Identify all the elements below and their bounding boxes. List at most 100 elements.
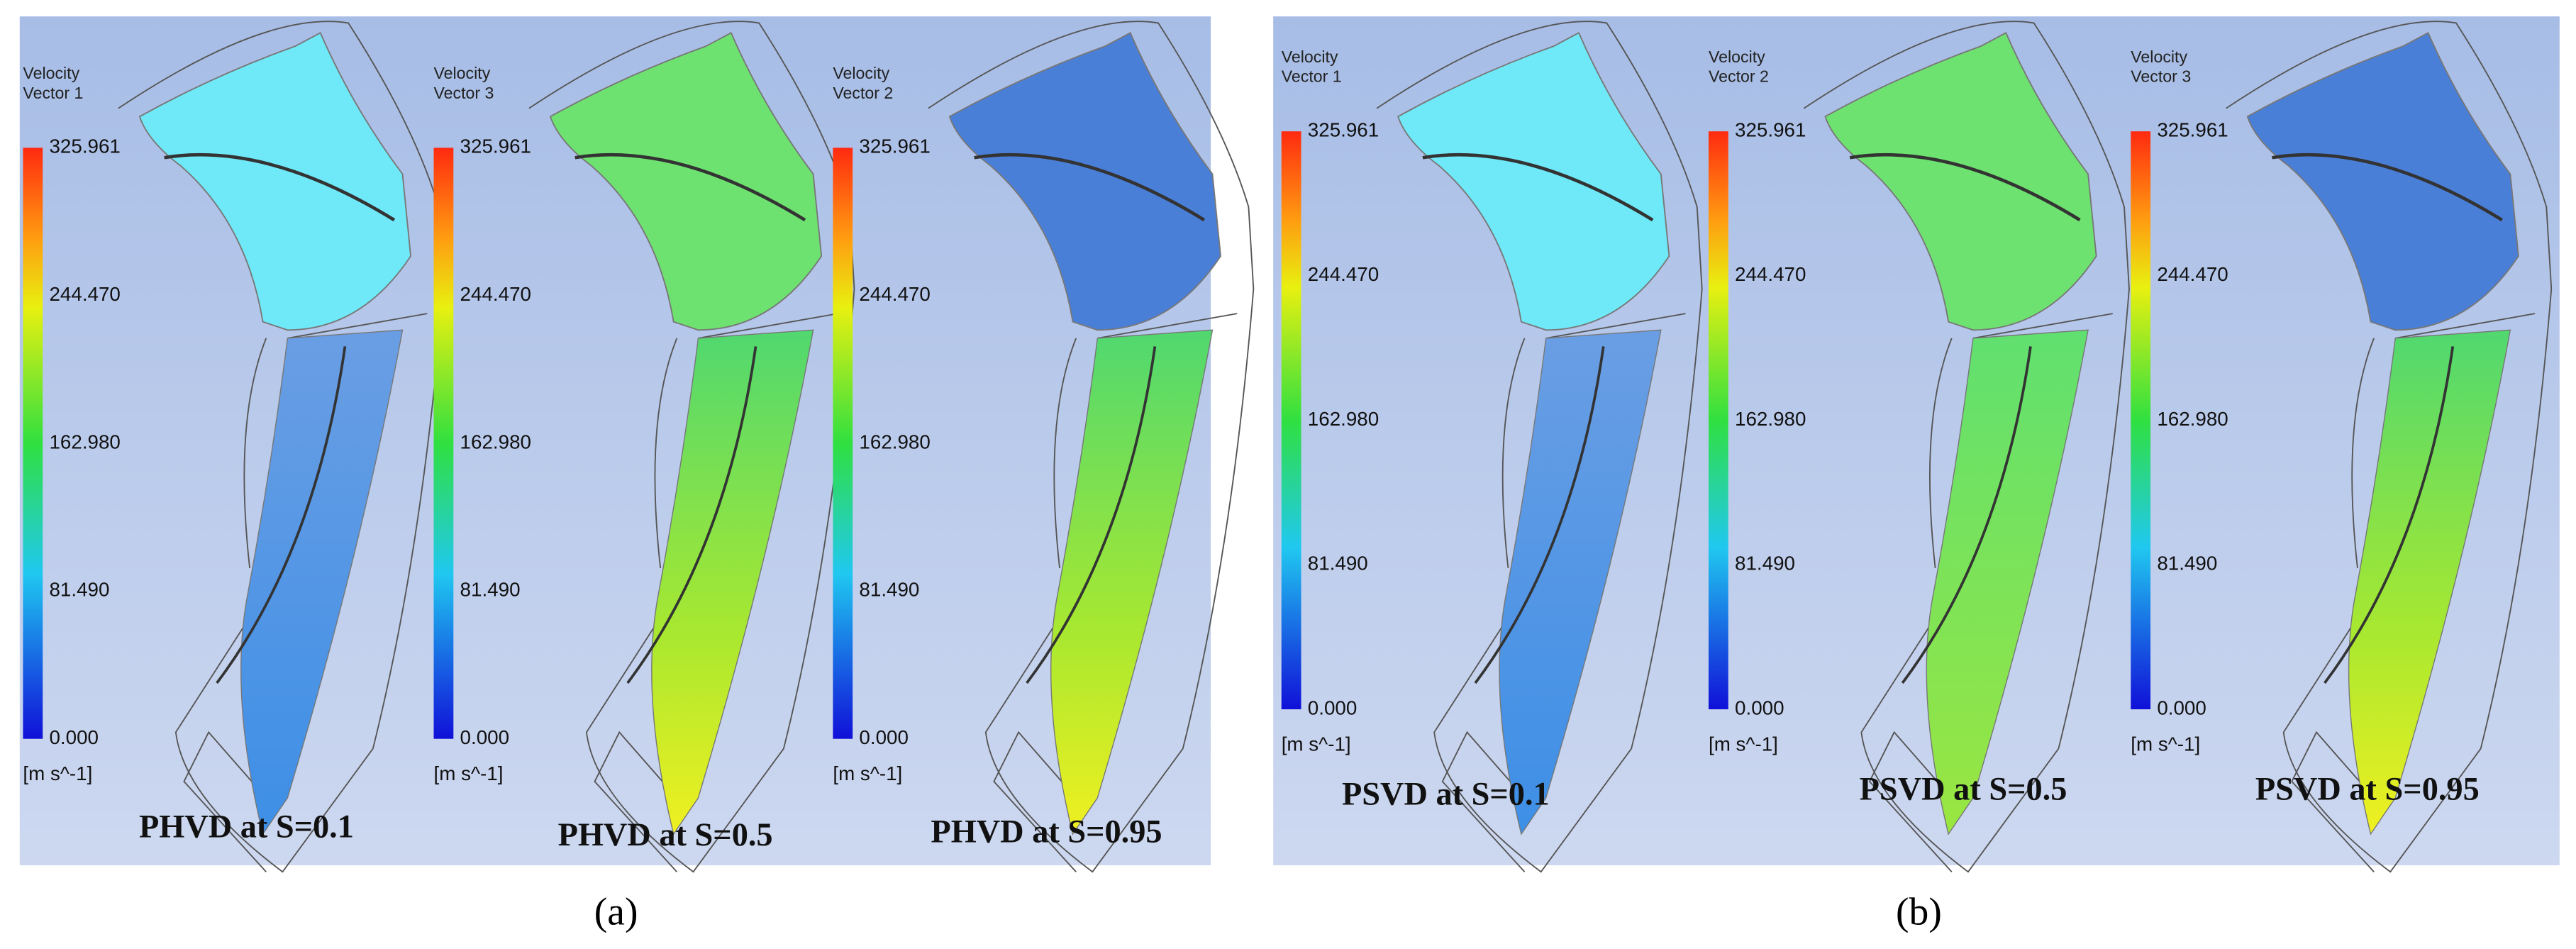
subplot: Velocity Vector 3 325.961 244.470 162.980 81.… xyxy=(433,21,855,873)
panel: Velocity Vector 1 325.961 244.470 162.980 81.… xyxy=(19,16,1255,933)
color-bar-tick-label: 244.470 xyxy=(859,283,930,305)
blade-outline xyxy=(594,313,838,872)
subplot: Velocity Vector 1 325.961 244.470 162.980 81.… xyxy=(23,21,445,873)
caption: PHVD at S=0.1 xyxy=(139,809,354,845)
color-bar-tick-label: 81.490 xyxy=(460,579,521,601)
blade-outline xyxy=(1376,21,1703,873)
legend-title: Velocity xyxy=(833,64,889,82)
legend-unit: [m s^-1] xyxy=(23,762,92,784)
color-bar xyxy=(2131,131,2151,710)
blade-edge xyxy=(1026,346,1157,684)
blade-lower xyxy=(1499,329,1662,836)
blade xyxy=(928,21,1255,873)
blade-upper xyxy=(1824,32,2097,331)
color-bar-tick-label: 0.000 xyxy=(1308,697,1358,718)
color-bar-tick-label: 325.961 xyxy=(859,135,930,157)
color-bar-tick-label: 81.490 xyxy=(859,579,919,601)
blade xyxy=(1803,21,2130,873)
color-bar xyxy=(1281,131,1301,710)
legend-unit: [m s^-1] xyxy=(434,762,504,784)
panel-label: (b) xyxy=(1896,889,1942,933)
legend-title: Vector 1 xyxy=(1282,67,1342,86)
blade-edge xyxy=(2272,152,2503,222)
legend-title: Vector 2 xyxy=(833,84,893,102)
subplot: Velocity Vector 2 325.961 244.470 162.980 81.… xyxy=(833,21,1255,873)
color-bar-tick-label: 162.980 xyxy=(460,431,531,453)
blade-upper xyxy=(1397,32,1670,331)
color-bar xyxy=(833,148,853,739)
legend-title: Vector 3 xyxy=(2131,67,2191,86)
blade-lower xyxy=(1050,329,1214,836)
legend-title: Velocity xyxy=(1709,48,1765,66)
blade-edge xyxy=(574,152,806,222)
blade-edge xyxy=(1849,152,2081,222)
color-bar-tick-label: 0.000 xyxy=(859,726,909,748)
color-bar-tick-label: 81.490 xyxy=(2157,553,2217,575)
color-bar xyxy=(1708,131,1728,710)
legend-title: Vector 2 xyxy=(1709,67,1769,86)
color-bar-tick-label: 81.490 xyxy=(1308,553,1368,575)
caption: PSVD at S=0.95 xyxy=(2255,771,2480,807)
blade xyxy=(528,21,855,873)
blade xyxy=(2226,21,2553,873)
blade-upper xyxy=(549,32,823,331)
color-bar-tick-label: 162.980 xyxy=(49,431,120,453)
blade-edge xyxy=(1474,346,1605,684)
legend-unit: [m s^-1] xyxy=(1709,733,1778,755)
caption: PSVD at S=0.1 xyxy=(1342,776,1550,812)
color-bar-tick-label: 162.980 xyxy=(1735,408,1806,430)
blade-outline xyxy=(1803,21,2130,873)
blade-outline xyxy=(2226,21,2553,873)
color-bar-tick-label: 325.961 xyxy=(49,135,120,157)
caption: PHVD at S=0.5 xyxy=(558,817,773,853)
color-bar-tick-label: 0.000 xyxy=(49,726,99,748)
color-bar-tick-label: 325.961 xyxy=(460,135,531,157)
blade-edge xyxy=(164,152,396,222)
blade-outline xyxy=(993,313,1238,872)
legend-unit: [m s^-1] xyxy=(1282,733,1351,755)
legend-title: Velocity xyxy=(434,64,491,82)
blade-lower xyxy=(2348,329,2511,836)
color-bar-tick-label: 81.490 xyxy=(1735,553,1795,575)
blade-upper xyxy=(2246,32,2519,331)
legend-title: Velocity xyxy=(1282,48,1338,66)
color-bar-tick-label: 162.980 xyxy=(1308,408,1379,430)
blade-lower xyxy=(1926,329,2089,836)
caption: PSVD at S=0.5 xyxy=(1860,771,2067,807)
blade-edge xyxy=(216,346,347,684)
blade-edge xyxy=(626,346,757,684)
color-bar-tick-label: 162.980 xyxy=(859,431,930,453)
color-bar xyxy=(433,148,454,739)
blade-edge xyxy=(2324,346,2455,684)
color-bar-tick-label: 325.961 xyxy=(1308,119,1379,141)
blade xyxy=(118,21,445,873)
legend-title: Vector 3 xyxy=(434,84,494,102)
blade-outline xyxy=(2291,313,2536,872)
color-bar-tick-label: 244.470 xyxy=(1735,263,1806,285)
legend-unit: [m s^-1] xyxy=(833,762,902,784)
blade-outline xyxy=(1441,313,1686,872)
blade-edge xyxy=(1422,152,1654,222)
legend-title: Velocity xyxy=(2131,48,2187,66)
blade-edge xyxy=(974,152,1206,222)
color-bar-tick-label: 244.470 xyxy=(2157,263,2228,285)
color-bar-tick-label: 325.961 xyxy=(1735,119,1806,141)
color-bar-tick-label: 244.470 xyxy=(49,283,120,305)
color-bar-tick-label: 0.000 xyxy=(460,726,510,748)
legend-title: Velocity xyxy=(23,64,79,82)
legend-title: Vector 1 xyxy=(23,84,83,102)
blade-upper xyxy=(138,32,412,331)
color-bar-tick-label: 81.490 xyxy=(49,579,109,601)
color-bar-tick-label: 0.000 xyxy=(1735,697,1784,718)
color-bar-tick-label: 244.470 xyxy=(1308,263,1379,285)
blade-outline xyxy=(183,313,428,872)
color-bar-tick-label: 244.470 xyxy=(460,283,531,305)
color-bar-tick-label: 325.961 xyxy=(2157,119,2228,141)
caption: PHVD at S=0.95 xyxy=(931,814,1162,850)
blade-outline xyxy=(1868,313,2113,872)
